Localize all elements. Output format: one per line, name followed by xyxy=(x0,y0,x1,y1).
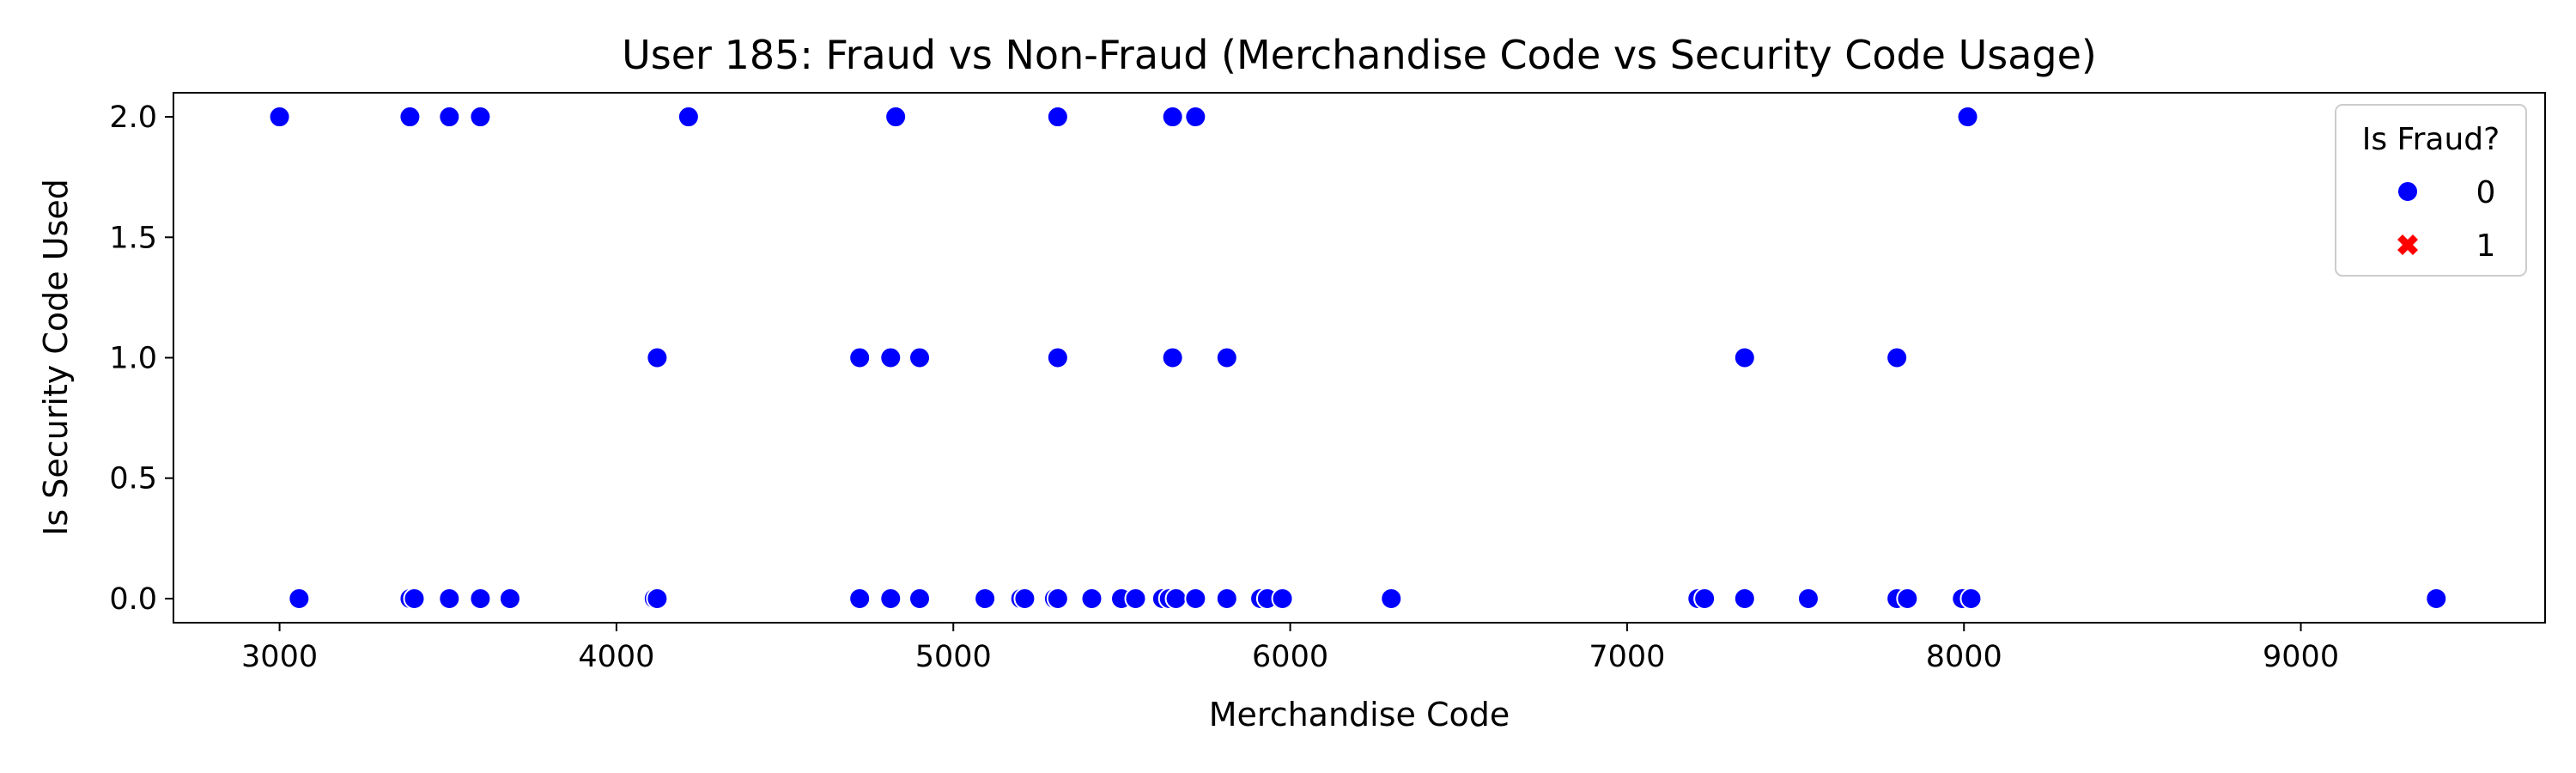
x-axis-label: Merchandise Code xyxy=(1209,696,1510,733)
data-point xyxy=(1046,106,1069,129)
data-point xyxy=(677,106,700,129)
data-point xyxy=(2425,587,2448,610)
data-point xyxy=(1161,346,1184,369)
x-tick-label: 3000 xyxy=(241,640,318,674)
plot-frame xyxy=(173,92,2546,624)
data-point xyxy=(1271,587,1294,610)
data-point xyxy=(398,106,422,129)
data-point xyxy=(1959,587,1983,610)
data-point xyxy=(974,587,997,610)
chart-title: User 185: Fraud vs Non-Fraud (Merchandis… xyxy=(622,32,2097,78)
data-point xyxy=(288,587,311,610)
y-tick-label: 0.0 xyxy=(109,582,157,617)
y-tick-label: 2.0 xyxy=(109,100,157,135)
data-points xyxy=(268,106,2448,610)
data-point xyxy=(908,346,932,369)
data-point xyxy=(1184,587,1207,610)
y-tick-label: 0.5 xyxy=(109,462,157,496)
data-point xyxy=(469,106,492,129)
legend-marker-0 xyxy=(2397,180,2419,203)
data-point xyxy=(1215,346,1238,369)
x-tick-label: 7000 xyxy=(1589,640,1665,674)
data-point xyxy=(1886,346,1909,369)
data-point xyxy=(908,587,932,610)
legend-box xyxy=(2335,104,2527,277)
x-tick-label: 4000 xyxy=(578,640,654,674)
data-point xyxy=(879,346,902,369)
data-point xyxy=(438,106,461,129)
legend-marker-1 xyxy=(2397,234,2418,255)
data-point xyxy=(403,587,426,610)
data-point xyxy=(1380,587,1403,610)
data-point xyxy=(1161,106,1184,129)
data-point xyxy=(848,587,872,610)
data-point xyxy=(438,587,461,610)
data-point xyxy=(1956,106,1979,129)
y-tick-label: 1.5 xyxy=(109,221,157,255)
data-point xyxy=(469,587,492,610)
legend-label-0: 0 xyxy=(2476,175,2496,210)
data-point xyxy=(848,346,872,369)
legend-label-1: 1 xyxy=(2476,228,2496,264)
data-point xyxy=(646,346,669,369)
data-point xyxy=(1693,587,1716,610)
data-point xyxy=(1733,587,1756,610)
data-point xyxy=(884,106,908,129)
x-tick-label: 9000 xyxy=(2263,640,2339,674)
data-point xyxy=(646,587,669,610)
data-point xyxy=(1080,587,1103,610)
data-point xyxy=(1896,587,1919,610)
data-point xyxy=(1215,587,1238,610)
data-point xyxy=(879,587,902,610)
y-tick-label: 1.0 xyxy=(109,342,157,376)
x-tick-label: 5000 xyxy=(915,640,992,674)
data-point xyxy=(1013,587,1036,610)
data-point xyxy=(1164,587,1188,610)
data-point xyxy=(1184,106,1207,129)
legend: Is Fraud? 0 1 xyxy=(2335,104,2527,277)
legend-title: Is Fraud? xyxy=(2362,122,2500,157)
data-point xyxy=(498,587,521,610)
data-point xyxy=(1124,587,1147,610)
data-point xyxy=(1796,587,1820,610)
data-point xyxy=(1046,346,1069,369)
y-axis-label: Is Security Code Used xyxy=(37,179,75,536)
x-tick-label: 6000 xyxy=(1252,640,1328,674)
axis-ticks: 3000 4000 5000 6000 7000 8000 9000 0.0 0.5 1.0 1.5… xyxy=(109,100,2339,674)
data-point xyxy=(268,106,291,129)
x-tick-label: 8000 xyxy=(1926,640,2002,674)
data-point xyxy=(1733,346,1756,369)
data-point xyxy=(1046,587,1069,610)
